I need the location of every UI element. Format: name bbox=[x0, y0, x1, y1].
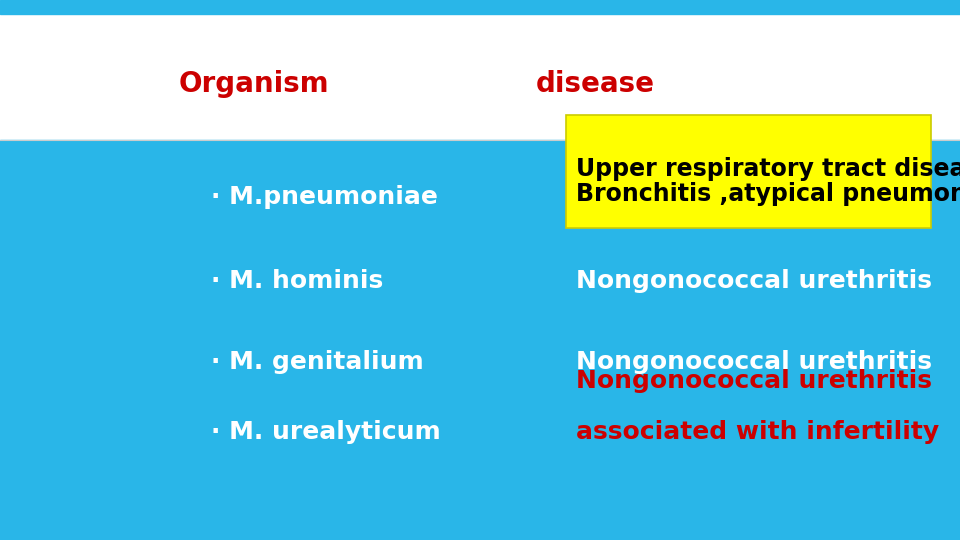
Text: · M. genitalium: · M. genitalium bbox=[211, 350, 424, 374]
Text: Nongonococcal urethritis: Nongonococcal urethritis bbox=[576, 369, 932, 393]
Bar bbox=[0, 0, 960, 14]
Text: · M.pneumoniae: · M.pneumoniae bbox=[211, 185, 438, 209]
Text: associated with infertility: associated with infertility bbox=[576, 420, 939, 444]
FancyBboxPatch shape bbox=[566, 114, 931, 228]
Bar bbox=[0, 526, 960, 540]
Text: Nongonococcal urethritis: Nongonococcal urethritis bbox=[576, 269, 932, 293]
Bar bbox=[0, 14, 960, 140]
Bar bbox=[0, 140, 960, 540]
Text: Nongonococcal urethritis: Nongonococcal urethritis bbox=[576, 350, 932, 374]
Text: Bronchitis ,atypical pneumonia: Bronchitis ,atypical pneumonia bbox=[576, 183, 960, 206]
Text: disease: disease bbox=[536, 70, 655, 98]
Text: Upper respiratory tract disease: Upper respiratory tract disease bbox=[576, 157, 960, 181]
Text: Organism: Organism bbox=[180, 70, 329, 98]
Text: · M. hominis: · M. hominis bbox=[211, 269, 383, 293]
Text: · M. urealyticum: · M. urealyticum bbox=[211, 420, 441, 444]
